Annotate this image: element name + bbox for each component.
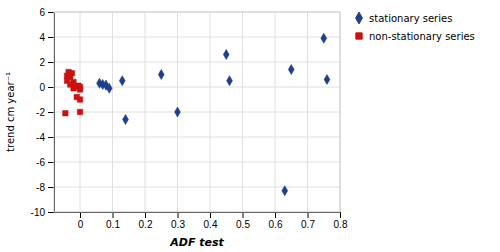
tick-mark xyxy=(113,212,114,218)
tick-label: 0.2 xyxy=(139,219,153,230)
chart: 0 0.1 0.2 0.3 0.4 0.5 0.6 0.7 0.8 -10 -8 -6 -4 -2 0 2 4 6… xyxy=(0,0,500,252)
tick-mark xyxy=(48,112,54,113)
point xyxy=(223,49,229,59)
tick-label: 0.3 xyxy=(171,219,185,230)
tick-mark xyxy=(48,212,54,213)
series xyxy=(97,33,330,196)
tick-mark xyxy=(275,212,276,218)
tick: 0.4 xyxy=(204,212,218,230)
grid-line xyxy=(54,62,340,63)
plot-frame xyxy=(54,12,340,212)
legend-item: stationary series xyxy=(356,12,453,24)
tick-mark xyxy=(145,212,146,218)
tick-label: -4 xyxy=(36,132,45,143)
x-axis: 0 0.1 0.2 0.3 0.4 0.5 0.6 0.7 0.8 xyxy=(55,212,348,230)
tick-label: 0.7 xyxy=(301,219,315,230)
point xyxy=(321,33,327,43)
tick-label: -6 xyxy=(36,157,45,168)
grid-line xyxy=(54,162,340,163)
tick-label: -10 xyxy=(31,207,46,218)
tick-label: -2 xyxy=(36,107,45,118)
tick-label: 0.6 xyxy=(269,219,283,230)
point xyxy=(227,76,233,86)
point xyxy=(288,64,294,74)
tick-mark xyxy=(210,212,211,218)
tick-label: 4 xyxy=(39,32,45,43)
legend-marker xyxy=(356,33,362,39)
tick-mark xyxy=(48,162,54,163)
points xyxy=(63,33,330,196)
grid-line xyxy=(54,87,340,88)
tick-mark xyxy=(308,212,309,218)
point xyxy=(77,97,82,102)
tick-mark xyxy=(48,62,54,63)
y-axis: -10 -8 -6 -4 -2 0 2 4 6 xyxy=(31,7,55,218)
tick-label: -8 xyxy=(36,182,45,193)
legend-marker xyxy=(356,12,363,24)
tick: 0.2 xyxy=(139,212,153,230)
tick-mark xyxy=(80,212,81,218)
tick: -8 xyxy=(36,182,54,193)
tick-mark xyxy=(48,87,54,88)
point xyxy=(119,76,125,86)
tick-label: 6 xyxy=(39,7,45,18)
legend-label: stationary series xyxy=(369,13,452,24)
tick-mark xyxy=(48,187,54,188)
tick-label: 0.4 xyxy=(204,219,218,230)
tick-label: 0.5 xyxy=(236,219,250,230)
point xyxy=(63,111,68,116)
point xyxy=(77,109,82,114)
legend-item: non-stationary series xyxy=(356,31,475,42)
tick-mark xyxy=(243,212,244,218)
x-axis-title: ADF test xyxy=(169,236,224,249)
tick-mark xyxy=(178,212,179,218)
grid-line xyxy=(54,37,340,38)
tick-label: 0 xyxy=(78,219,84,230)
point xyxy=(282,186,288,196)
tick-mark xyxy=(340,212,341,218)
tick: 2 xyxy=(39,57,54,68)
tick: -10 xyxy=(31,207,54,218)
tick-label: 2 xyxy=(39,57,45,68)
point xyxy=(77,84,82,89)
grid-line xyxy=(54,187,340,188)
tick-mark xyxy=(48,12,54,13)
tick: 0.7 xyxy=(301,212,315,230)
tick: 4 xyxy=(39,32,54,43)
point xyxy=(68,82,73,87)
point xyxy=(324,74,330,84)
tick-label: 0 xyxy=(39,82,45,93)
tick-label: 0.1 xyxy=(106,219,120,230)
tick: -4 xyxy=(36,132,54,143)
grid-line xyxy=(54,137,340,138)
tick: 0 xyxy=(78,212,84,230)
grid-line xyxy=(54,112,340,113)
grid xyxy=(54,12,340,212)
tick: 0.8 xyxy=(334,212,348,230)
tick: -6 xyxy=(36,157,54,168)
plot: 0 0.1 0.2 0.3 0.4 0.5 0.6 0.7 0.8 -10 -8 -6 -4 -2 0 2 4 6 xyxy=(31,7,348,230)
tick: 0 xyxy=(39,82,54,93)
point xyxy=(69,71,74,76)
tick-mark xyxy=(48,37,54,38)
tick-mark xyxy=(48,137,54,138)
tick-label: 0.8 xyxy=(334,219,348,230)
y-axis-title: trend cm year⁻¹ xyxy=(5,72,16,152)
series xyxy=(63,69,83,116)
point xyxy=(175,107,181,117)
tick: 6 xyxy=(39,7,54,18)
legend-label: non-stationary series xyxy=(369,31,475,42)
tick: 0.6 xyxy=(269,212,283,230)
point xyxy=(158,69,164,79)
tick: 0.3 xyxy=(171,212,185,230)
tick: 0.1 xyxy=(106,212,120,230)
legend: stationary series non-stationary series xyxy=(356,12,475,41)
point xyxy=(106,83,112,93)
tick: -2 xyxy=(36,107,54,118)
point xyxy=(123,114,129,124)
tick: 0.5 xyxy=(236,212,250,230)
